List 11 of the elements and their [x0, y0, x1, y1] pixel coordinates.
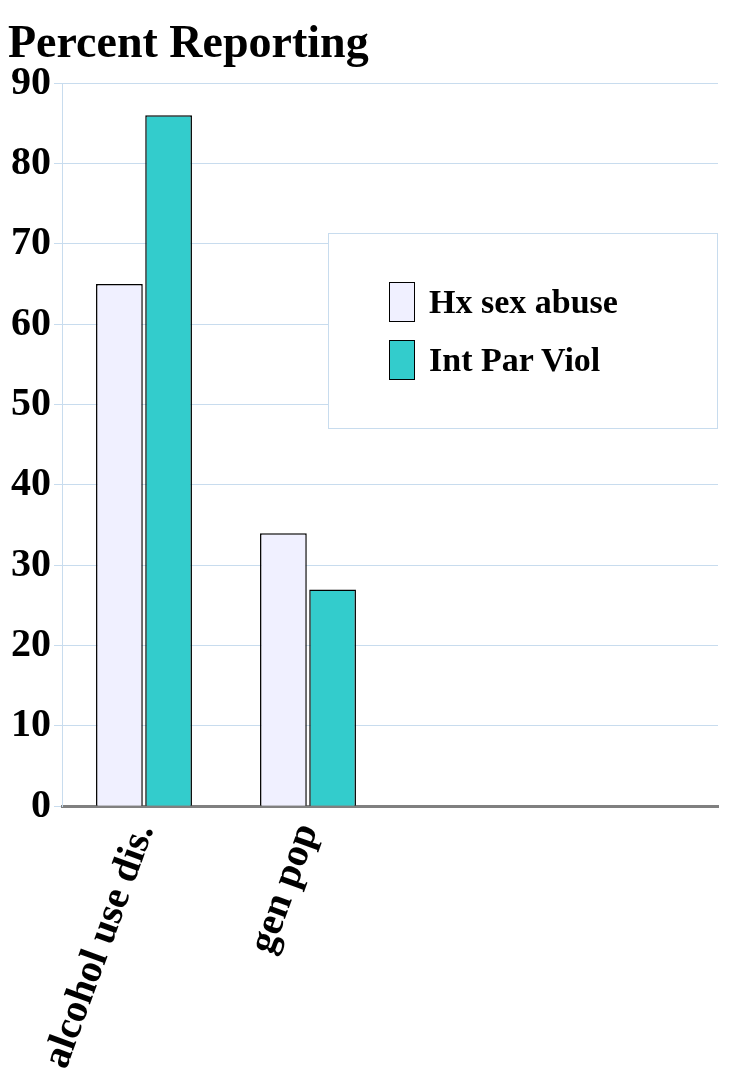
y-tick-label: 50: [11, 378, 51, 424]
x-tick-label: gen pop: [237, 816, 327, 959]
legend-panel: Hx sex abuse Int Par Viol: [328, 233, 718, 429]
y-tick-label: 10: [11, 700, 51, 746]
y-tick-label: 40: [11, 459, 51, 505]
y-tick-label: 70: [11, 218, 51, 264]
legend-label: Int Par Viol: [429, 341, 601, 379]
y-tick-label: 60: [11, 298, 51, 344]
y-tick-label: 80: [11, 137, 51, 183]
y-tick-label: 20: [11, 619, 51, 665]
y-tick-label: 30: [11, 539, 51, 585]
